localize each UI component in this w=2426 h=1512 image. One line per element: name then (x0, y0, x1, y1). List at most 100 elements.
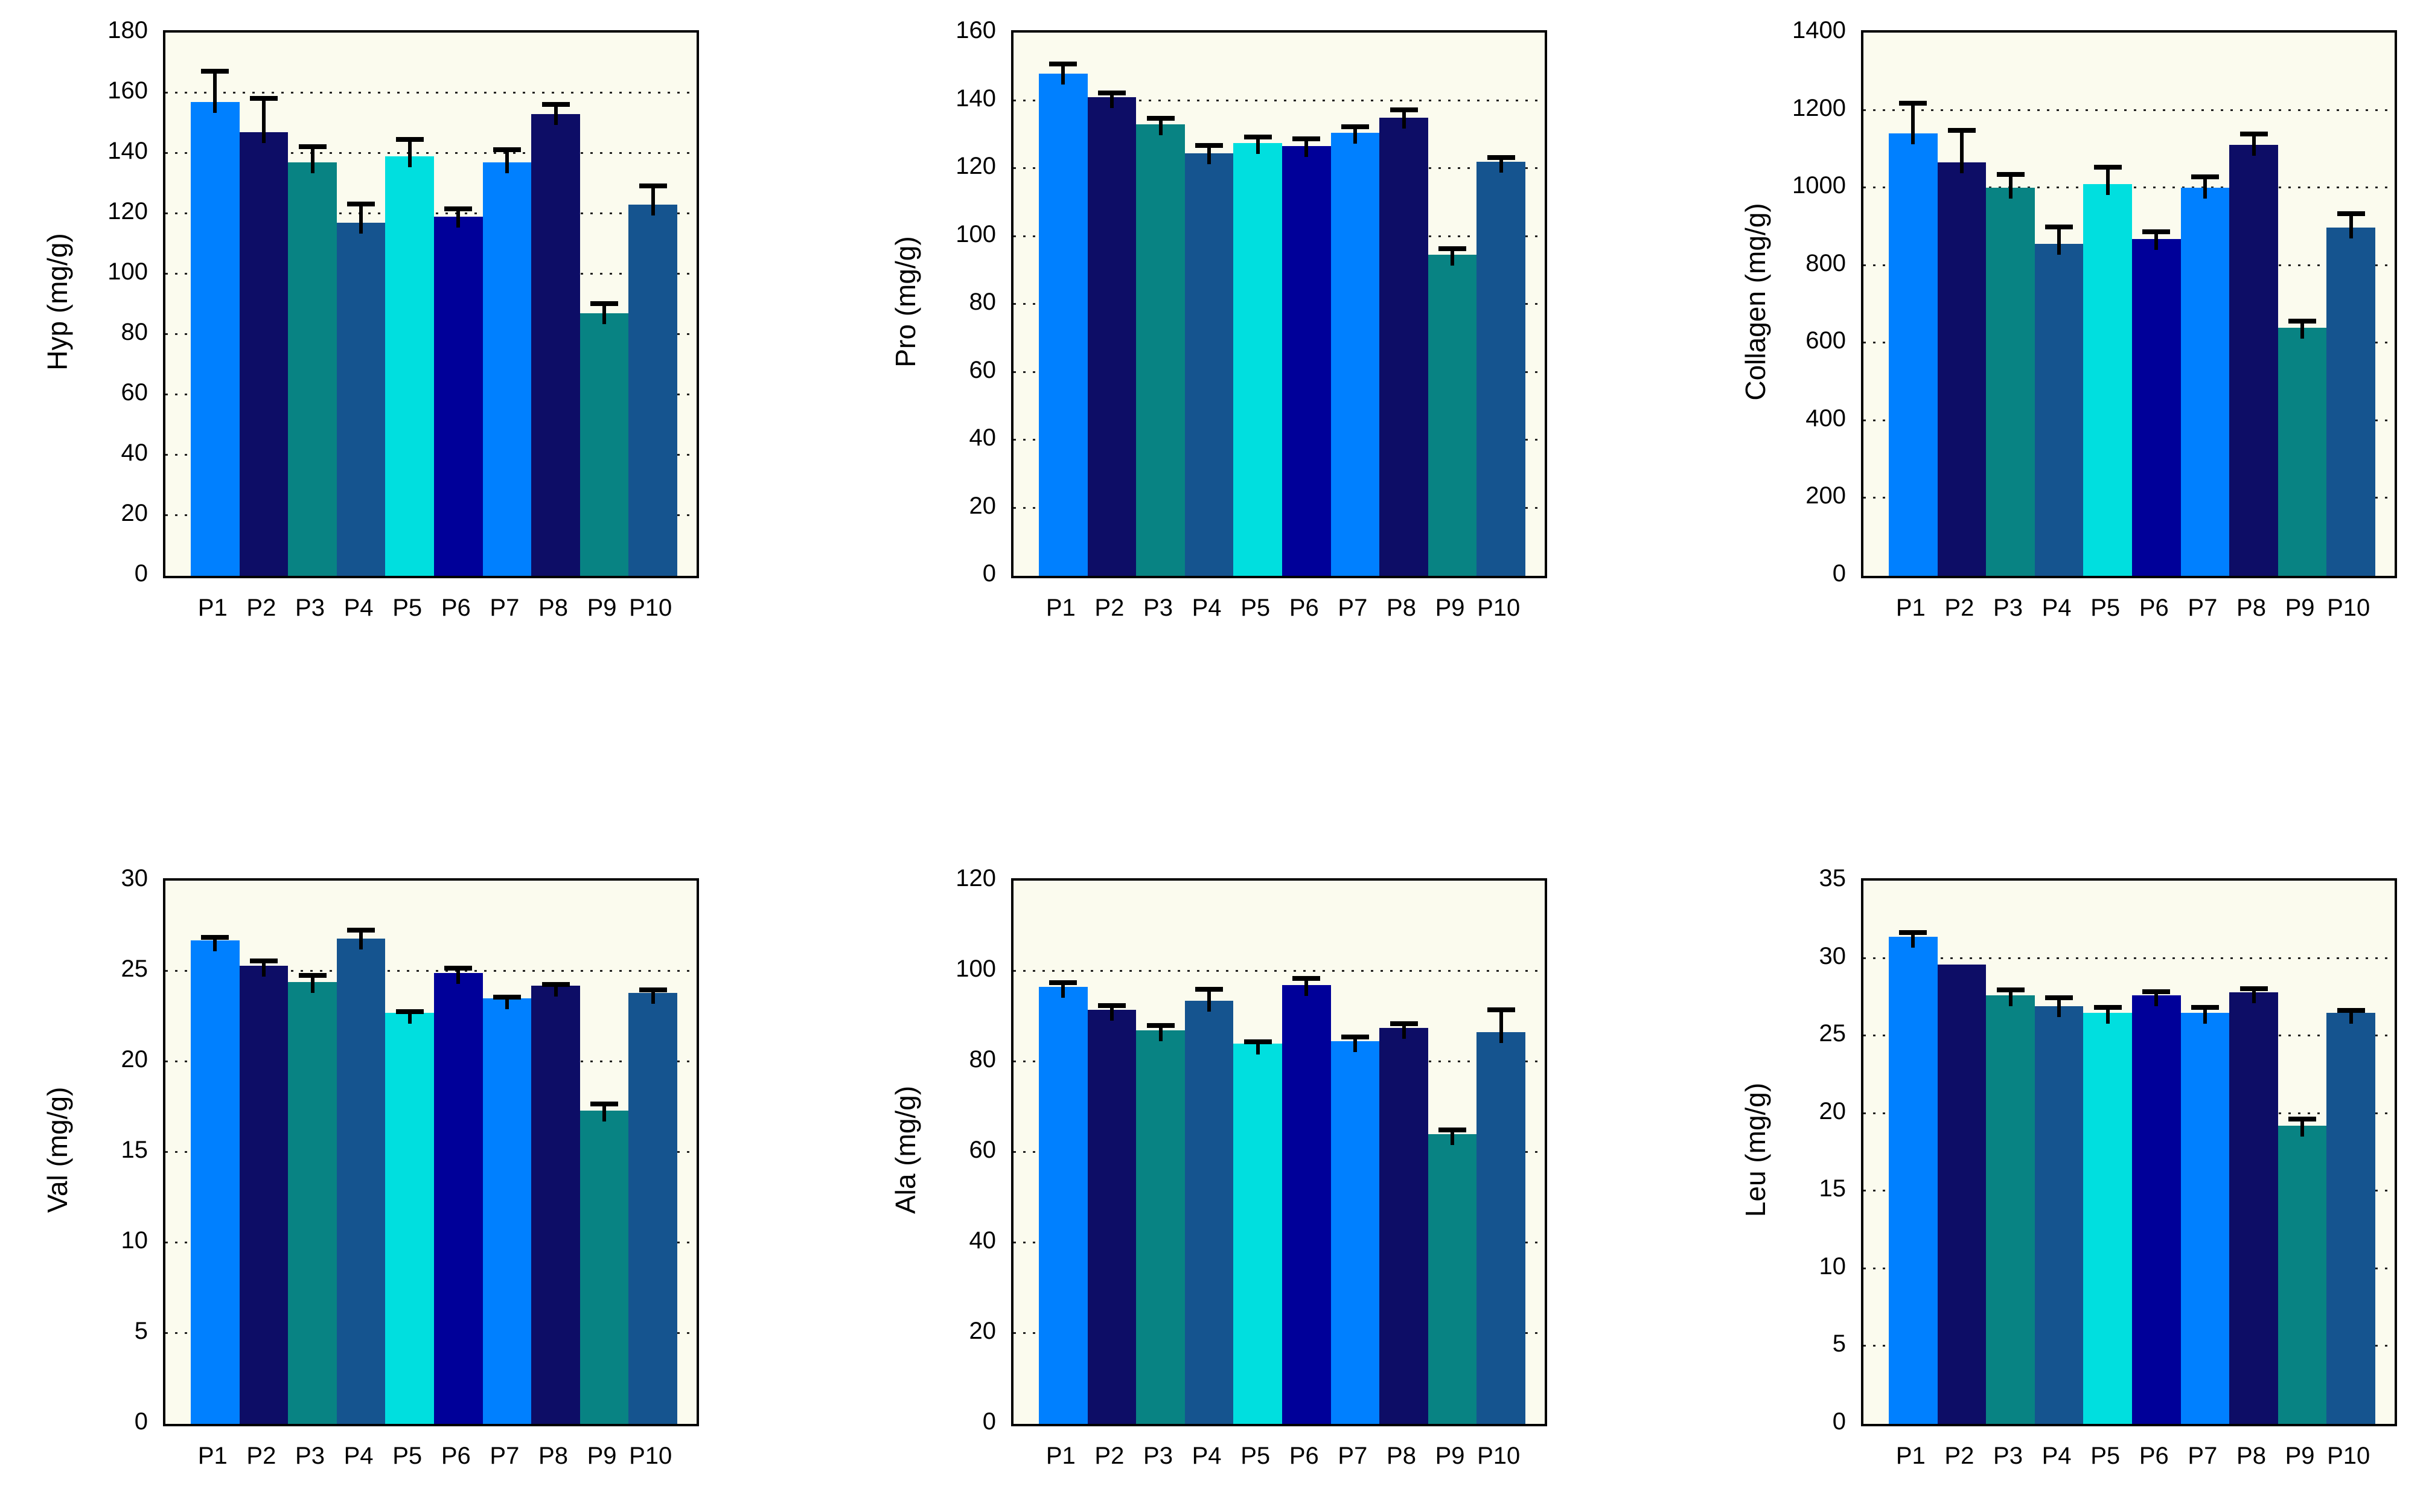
bar-P9 (579, 313, 629, 576)
error-bar-cap (395, 136, 424, 142)
bar-P4 (336, 223, 386, 576)
bar-P10 (1476, 161, 1525, 576)
y-tick-label: 100 (956, 955, 996, 982)
error-bar-cap (590, 1102, 619, 1106)
bar-P9 (2278, 327, 2327, 576)
x-tick-label: P1 (1895, 1443, 1926, 1469)
bar-P3 (288, 162, 337, 576)
error-bar-stem (213, 69, 217, 113)
bar-P3 (288, 982, 337, 1424)
x-tick-label: P10 (1477, 1443, 1521, 1469)
error-bar-cap (493, 995, 521, 1000)
bar-P3 (1986, 188, 2035, 576)
x-tick-label: P10 (629, 1443, 672, 1469)
bar-P2 (1087, 97, 1137, 576)
y-tick-label: 20 (121, 500, 148, 526)
plot-area-collagen (1861, 30, 2397, 578)
bar-P5 (1233, 142, 1282, 576)
gridline (1013, 99, 1545, 101)
error-bar-cap (2337, 211, 2365, 216)
y-tick-label: 35 (1819, 865, 1847, 892)
error-bar-stem (651, 987, 655, 1004)
error-bar-stem (1207, 142, 1211, 164)
x-tick-label: P9 (587, 595, 617, 621)
bar-P7 (2180, 1012, 2230, 1424)
bar-P6 (1282, 984, 1331, 1424)
plot-area-leu (1861, 878, 2397, 1426)
y-tick-label: 40 (969, 424, 997, 451)
bar-P6 (2132, 995, 2181, 1424)
x-tick-label: P6 (1289, 595, 1319, 621)
y-tick-label: 25 (121, 955, 148, 982)
error-bar-cap (1996, 987, 2025, 993)
x-tick-label: P4 (2041, 1443, 2072, 1469)
x-tick-label: P10 (2327, 1443, 2370, 1469)
x-tick-label: P3 (1143, 595, 1173, 621)
error-bar-stem (261, 96, 266, 143)
bar-P4 (2034, 244, 2084, 576)
error-bar-cap (2191, 1004, 2219, 1010)
bar-P10 (628, 205, 677, 576)
error-bar-stem (407, 136, 412, 167)
gridline (165, 92, 697, 94)
x-tick-label: P10 (1477, 595, 1521, 621)
bar-P3 (1136, 124, 1185, 576)
error-bar-stem (1256, 134, 1260, 154)
error-bar-cap (2142, 229, 2171, 234)
bar-P2 (239, 966, 289, 1424)
y-tick-label: 25 (1819, 1020, 1847, 1047)
error-bar-cap (347, 202, 375, 206)
bar-P5 (1233, 1044, 1282, 1424)
plot-area-val (163, 878, 699, 1426)
error-bar-stem (1158, 115, 1163, 135)
error-bar-stem (505, 995, 509, 1009)
error-bar-cap (298, 973, 327, 978)
bar-P9 (1428, 1134, 1477, 1424)
error-bar-cap (2337, 1007, 2365, 1013)
x-tick-label: P8 (1387, 1443, 1416, 1469)
x-tick-label: P2 (246, 595, 276, 621)
error-bar-stem (261, 959, 266, 977)
error-bar-stem (602, 301, 607, 324)
error-bar-stem (2300, 1116, 2305, 1137)
y-tick-label: 140 (107, 138, 148, 164)
x-tick-label: P5 (2090, 595, 2121, 621)
error-bar-cap (1996, 172, 2025, 177)
y-tick-label: 30 (121, 865, 148, 892)
x-tick-label: P4 (343, 595, 374, 621)
bar-P2 (1937, 964, 1987, 1424)
bar-P10 (2326, 227, 2375, 576)
x-tick-label: P2 (1944, 595, 1974, 621)
error-bar-cap (2045, 995, 2073, 1001)
error-bar-stem (1959, 127, 1964, 174)
bar-P2 (239, 132, 289, 576)
error-bar-stem (1451, 246, 1455, 266)
y-tick-label: 1200 (1792, 94, 1846, 121)
x-tick-label: P3 (1993, 1443, 2023, 1469)
error-bar-stem (505, 147, 509, 173)
error-bar-stem (1304, 975, 1309, 996)
error-bar-cap (1049, 980, 1077, 985)
x-tick-label: P1 (197, 1443, 228, 1469)
gridline (1863, 957, 2395, 959)
error-bar-cap (2142, 989, 2171, 994)
y-tick-label: 200 (1805, 482, 1846, 509)
x-tick-label: P7 (1338, 595, 1368, 621)
y-tick-label: 10 (121, 1227, 148, 1254)
bar-P9 (579, 1111, 629, 1424)
y-tick-label: 0 (982, 560, 996, 587)
plot-area-pro (1011, 30, 1547, 578)
x-tick-label: P9 (587, 1443, 617, 1469)
error-bar-stem (2252, 131, 2256, 156)
error-bar-cap (201, 935, 229, 940)
error-bar-stem (2008, 987, 2013, 1007)
x-tick-label: P3 (1143, 1443, 1173, 1469)
x-tick-label: P5 (2090, 1443, 2121, 1469)
error-bar-stem (310, 973, 314, 993)
bar-P10 (628, 993, 677, 1424)
x-tick-label: P5 (392, 1443, 423, 1469)
x-tick-label: P6 (441, 595, 471, 621)
x-tick-label: P9 (2285, 1443, 2315, 1469)
error-bar-cap (590, 301, 619, 306)
bar-P1 (191, 102, 240, 576)
